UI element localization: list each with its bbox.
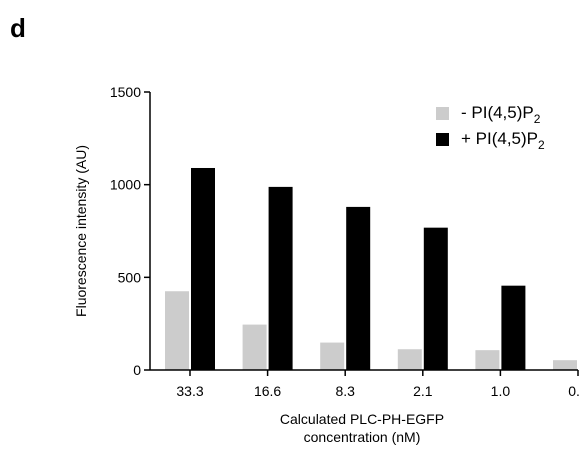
bar-without-pip2	[475, 350, 500, 370]
x-ticks: 33.3 16.6 8.3 2.1 1.0 0.5	[176, 370, 579, 399]
bar-without-pip2	[553, 360, 577, 370]
bar-without-pip2	[242, 324, 267, 370]
x-tick-label: 2.1	[413, 383, 433, 399]
x-tick-label: 8.3	[335, 383, 355, 399]
legend-swatch-with-pip2	[436, 133, 449, 146]
bar-with-pip2	[423, 227, 448, 370]
y-ticks: 0 500 1000 1500	[110, 84, 150, 378]
legend-label-without-pip2: - PI(4,5)P2	[461, 103, 541, 126]
bar-with-pip2	[191, 167, 215, 370]
y-tick-label: 0	[133, 362, 141, 378]
legend: - PI(4,5)P2 + PI(4,5)P2	[436, 103, 545, 152]
legend-swatch-without-pip2	[436, 107, 449, 120]
bar-with-pip2	[501, 285, 526, 370]
legend-label-with-pip2: + PI(4,5)P2	[461, 129, 545, 152]
bar-with-pip2	[268, 186, 293, 370]
x-tick-label: 16.6	[254, 383, 281, 399]
y-tick-label: 1000	[110, 177, 141, 193]
y-axis-label: Fluorescence intensity (AU)	[73, 145, 89, 317]
y-tick-label: 500	[118, 269, 142, 285]
x-tick-label: 1.0	[491, 383, 511, 399]
y-tick-label: 1500	[110, 84, 141, 100]
x-axis-label-line2: concentration (nM)	[304, 429, 421, 445]
x-tick-label: 33.3	[176, 383, 203, 399]
bar-without-pip2	[397, 349, 422, 370]
x-axis-label-line1: Calculated PLC-PH-EGFP	[280, 411, 444, 427]
bar-with-pip2	[346, 206, 371, 370]
bar-without-pip2	[320, 342, 345, 370]
panel-label: d	[10, 13, 26, 43]
x-tick-label: 0.5	[568, 383, 579, 399]
bar-without-pip2	[165, 291, 189, 370]
bars-group	[165, 167, 577, 370]
